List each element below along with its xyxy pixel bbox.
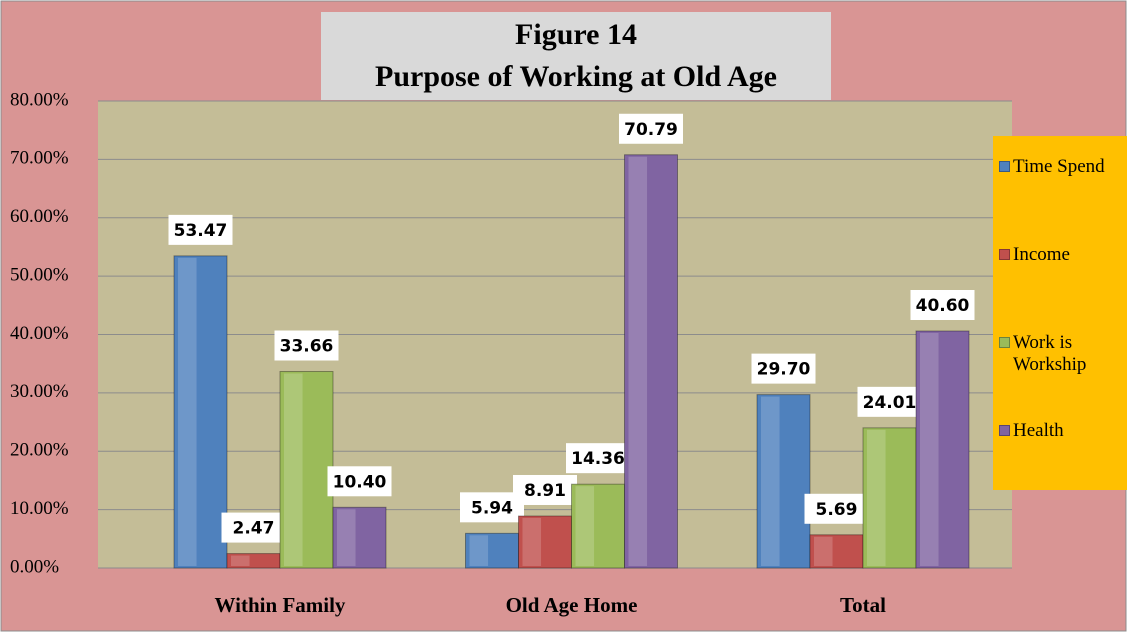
y-tick-label: 0.00% <box>10 556 59 577</box>
y-tick-label: 20.00% <box>10 440 69 461</box>
value-label: 2.47 <box>233 519 275 539</box>
value-label: 5.69 <box>816 500 858 520</box>
bar <box>809 534 864 569</box>
bar <box>756 394 811 569</box>
value-label-box <box>168 214 233 245</box>
value-label-box <box>274 330 339 361</box>
bar-highlight <box>761 396 780 566</box>
bar-highlight <box>522 517 542 566</box>
legend-label: Income <box>1013 244 1070 265</box>
legend-label: Time Spend <box>1013 156 1105 177</box>
bar-highlight <box>867 429 886 566</box>
y-tick-label: 40.00% <box>10 323 69 344</box>
value-label: 14.36 <box>571 449 625 469</box>
x-tick-label: Total <box>840 593 886 617</box>
value-label: 5.94 <box>471 498 513 518</box>
y-tick-label: 30.00% <box>10 381 69 402</box>
bar-highlight <box>814 536 833 566</box>
legend-swatch <box>999 161 1010 172</box>
legend-item: Time Spend <box>999 156 1127 244</box>
bar-highlight <box>284 373 303 566</box>
value-label: 24.01 <box>863 393 917 413</box>
value-label: 53.47 <box>174 221 228 241</box>
bar <box>465 532 519 569</box>
bar-highlight <box>469 535 489 566</box>
value-label: 33.66 <box>280 337 334 357</box>
value-label-box <box>221 512 286 543</box>
value-label: 29.70 <box>757 360 811 380</box>
bar <box>279 371 334 569</box>
value-label-box <box>751 353 816 384</box>
legend-swatch <box>999 425 1010 436</box>
bar <box>173 255 228 569</box>
value-label-box <box>566 443 630 474</box>
legend-item: Income <box>999 244 1127 332</box>
legend-swatch <box>999 249 1010 260</box>
title-box <box>321 12 831 100</box>
y-tick-label: 80.00% <box>10 89 69 110</box>
chart-title: Figure 14 <box>515 18 637 51</box>
value-label-box <box>804 493 869 524</box>
bar-highlight <box>178 257 197 566</box>
y-tick-label: 70.00% <box>10 148 69 169</box>
y-tick-label: 60.00% <box>10 206 69 227</box>
legend-label: Work is Workship <box>1013 332 1087 375</box>
x-tick-label: Within Family <box>215 593 346 617</box>
value-label-box <box>513 474 577 505</box>
value-label: 40.60 <box>916 296 970 316</box>
value-label: 8.91 <box>524 481 566 501</box>
legend-label: Health <box>1013 420 1064 441</box>
bar <box>332 506 387 569</box>
legend-item: Work is Workship <box>999 332 1127 420</box>
bar <box>862 427 917 569</box>
bar-highlight <box>337 509 356 566</box>
bar <box>518 515 572 569</box>
bar <box>915 330 970 569</box>
legend-swatch <box>999 337 1010 348</box>
value-label: 70.79 <box>624 120 678 140</box>
chart-subtitle: Purpose of Working at Old Age <box>375 60 777 93</box>
bar <box>624 154 678 569</box>
x-tick-label: Old Age Home <box>506 593 638 617</box>
y-tick-label: 10.00% <box>10 498 69 519</box>
value-label-box <box>857 386 922 417</box>
value-label-box <box>327 466 392 497</box>
bar-highlight <box>575 486 595 566</box>
value-label: 10.40 <box>333 472 387 492</box>
bar-highlight <box>231 555 250 566</box>
bar <box>571 483 625 569</box>
y-tick-label: 50.00% <box>10 264 69 285</box>
bar-highlight <box>920 332 939 566</box>
value-label-box <box>910 289 975 320</box>
legend-item: Health <box>999 420 1127 508</box>
bar-highlight <box>628 156 648 567</box>
value-label-box <box>619 113 683 144</box>
legend: Time Spend Income Work is Workship Health <box>993 136 1127 490</box>
